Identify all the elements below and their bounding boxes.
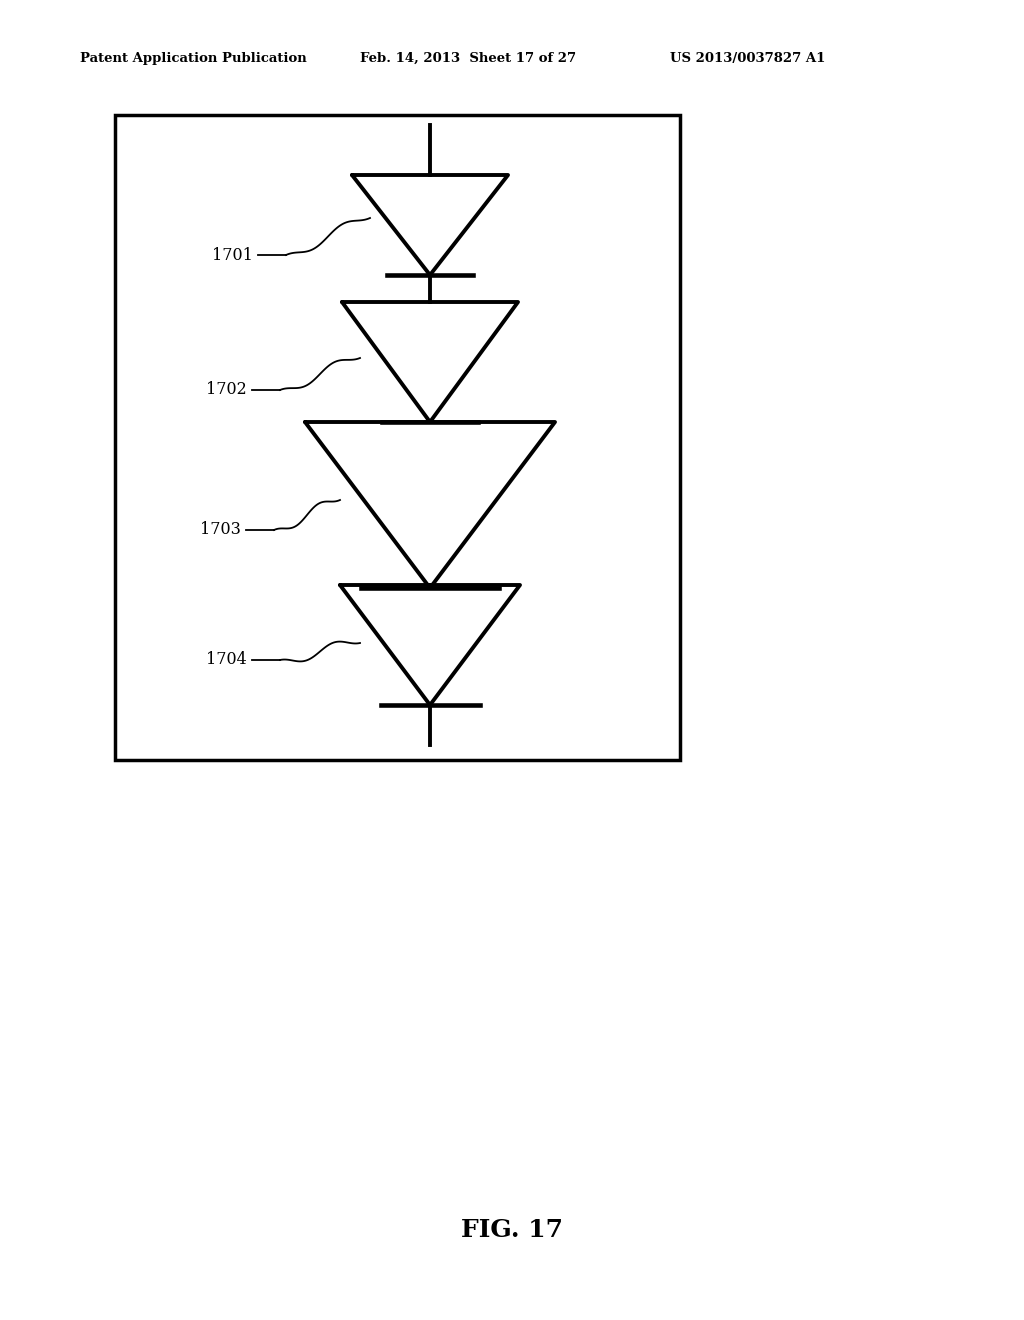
Text: 1701: 1701 xyxy=(212,247,253,264)
Text: 1702: 1702 xyxy=(206,381,247,399)
Text: US 2013/0037827 A1: US 2013/0037827 A1 xyxy=(670,51,825,65)
Text: 1703: 1703 xyxy=(200,521,241,539)
Text: 1704: 1704 xyxy=(206,652,247,668)
Text: Feb. 14, 2013  Sheet 17 of 27: Feb. 14, 2013 Sheet 17 of 27 xyxy=(360,51,577,65)
Bar xyxy=(115,115,680,760)
Text: FIG. 17: FIG. 17 xyxy=(461,1218,563,1242)
Text: Patent Application Publication: Patent Application Publication xyxy=(80,51,307,65)
